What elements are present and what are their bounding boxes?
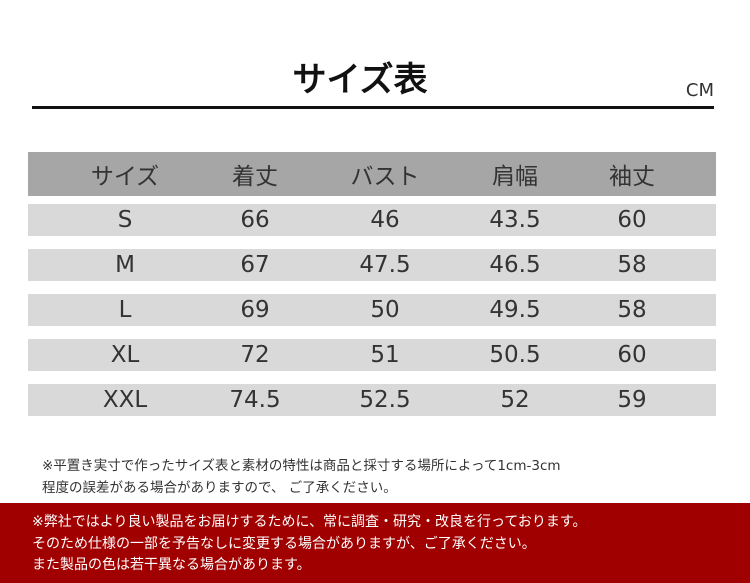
table-cell: 74.5 [229, 387, 281, 413]
table-cell: 59 [617, 387, 647, 413]
table-cell: 69 [240, 297, 270, 323]
table-cell: 52 [500, 387, 530, 413]
table-cell: 50 [370, 297, 400, 323]
note-line: 程度の誤差がある場合がありますので、 ご了承ください。 [42, 480, 397, 496]
table-cell: 50.5 [489, 342, 541, 368]
notice-line: そのため仕様の一部を予告なしに変更する場合がありますが、ご了承ください。 [32, 535, 536, 552]
column-header: バスト [350, 164, 420, 190]
table-cell: 47.5 [359, 252, 411, 278]
table-cell: 60 [617, 342, 647, 368]
table-row: XL 72 51 50.5 60 [28, 339, 716, 371]
table-cell: 58 [617, 297, 647, 323]
table-cell: S [117, 207, 133, 233]
column-header: 袖丈 [609, 164, 655, 190]
table-cell: 67 [240, 252, 270, 278]
notice-banner: ※弊社ではより良い製品をお届けするために、常に調査・研究・改良を行っております。… [0, 503, 750, 583]
column-header: 肩幅 [492, 164, 538, 190]
table-cell: 60 [617, 207, 647, 233]
table-row: S 66 46 43.5 60 [28, 204, 716, 236]
column-header: サイズ [90, 164, 160, 190]
notice-line: また製品の色は若干異なる場合があります。 [32, 557, 311, 573]
table-cell: 46.5 [489, 252, 541, 278]
table-cell: L [118, 297, 132, 323]
table-cell: M [115, 252, 135, 278]
column-header: 着丈 [232, 164, 278, 190]
table-row: M 67 47.5 46.5 58 [28, 249, 716, 281]
table-row: L 69 50 49.5 58 [28, 294, 716, 326]
unit-label: CM [685, 80, 714, 101]
notice-line: ※弊社ではより良い製品をお届けするために、常に調査・研究・改良を行っております。 [32, 514, 587, 530]
title-divider [32, 106, 714, 109]
note-line: ※平置き実寸で作ったサイズ表と素材の特性は商品と採寸する場所によって1cm-3c… [42, 458, 561, 474]
measurement-note: ※平置き実寸で作ったサイズ表と素材の特性は商品と採寸する場所によって1cm-3c… [42, 455, 561, 499]
table-header-row: サイズ 着丈 バスト 肩幅 袖丈 [28, 152, 716, 196]
page-title: サイズ表 [292, 60, 428, 100]
table-cell: 46 [370, 207, 400, 233]
table-cell: 51 [370, 342, 400, 368]
table-cell: XXL [102, 387, 148, 413]
table-row: XXL 74.5 52.5 52 59 [28, 384, 716, 416]
table-cell: XL [110, 342, 140, 368]
table-cell: 49.5 [489, 297, 541, 323]
table-cell: 43.5 [489, 207, 541, 233]
table-cell: 66 [240, 207, 270, 233]
table-cell: 58 [617, 252, 647, 278]
table-cell: 72 [240, 342, 270, 368]
table-cell: 52.5 [359, 387, 411, 413]
